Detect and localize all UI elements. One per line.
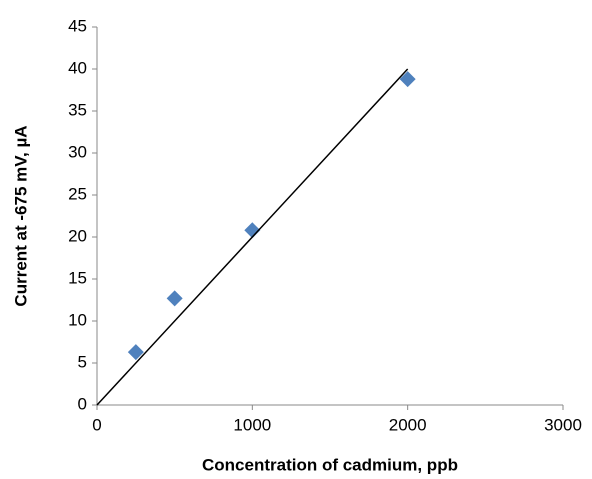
y-tick-label: 10 xyxy=(68,310,87,329)
y-tick-label: 35 xyxy=(68,100,87,119)
y-tick-label: 0 xyxy=(78,394,87,413)
y-tick-label: 15 xyxy=(68,268,87,287)
data-point xyxy=(399,71,416,88)
y-tick-label: 20 xyxy=(68,226,87,245)
x-axis-label: Concentration of cadmium, ppb xyxy=(202,455,458,474)
data-point xyxy=(166,290,183,307)
y-tick-label: 45 xyxy=(68,16,87,35)
y-tick-label: 5 xyxy=(78,352,87,371)
y-tick-label: 30 xyxy=(68,142,87,161)
y-axis-label: Current at -675 mV, µA xyxy=(11,125,30,306)
x-tick-label: 3000 xyxy=(544,415,582,434)
y-tick-label: 40 xyxy=(68,58,87,77)
x-tick-label: 0 xyxy=(92,415,101,434)
x-tick-label: 1000 xyxy=(233,415,271,434)
x-tick-label: 2000 xyxy=(389,415,427,434)
data-point xyxy=(127,344,144,361)
trend-line xyxy=(96,68,409,406)
data-point xyxy=(244,222,261,239)
y-tick-label: 25 xyxy=(68,184,87,203)
